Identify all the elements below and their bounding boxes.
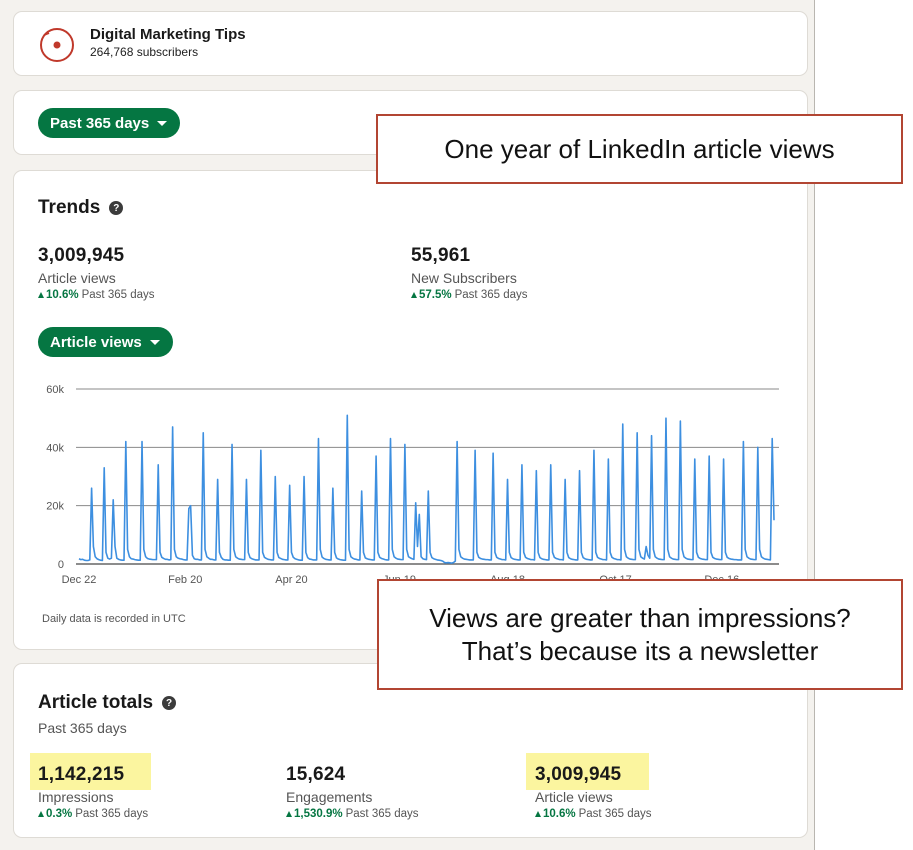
annotation-callout-bottom: Views are greater than impressions? That…: [377, 579, 903, 690]
change-up: 57.5%: [411, 289, 452, 301]
callout-text: Views are greater than impressions? That…: [429, 602, 851, 667]
arrow-up-icon: [38, 292, 44, 298]
metric-selector-label: Article views: [50, 333, 142, 351]
y-tick-label: 0: [58, 559, 64, 571]
x-tick-label: Apr 20: [275, 574, 307, 586]
metric-value: 3,009,945: [535, 764, 622, 785]
metric-selector-dropdown[interactable]: Article views: [38, 327, 173, 357]
arrow-up-icon: [286, 811, 292, 817]
engagements-metric: 15,624 Engagements 1,530.9% Past 365 day…: [286, 764, 419, 820]
metric-change: 0.3% Past 365 days: [38, 808, 148, 820]
trends-heading: Trends ?: [38, 197, 124, 219]
metric-change: 10.6% Past 365 days: [38, 289, 155, 301]
subscriber-count: 264,768 subscribers: [90, 45, 199, 59]
callout-line: Views are greater than impressions?: [429, 603, 851, 633]
highlight-impressions: [30, 753, 151, 790]
impressions-metric: 1,142,215 Impressions 0.3% Past 365 days: [38, 764, 148, 820]
callout-line: That’s because its a newsletter: [461, 635, 819, 666]
arrow-up-icon: [535, 811, 541, 817]
trends-card: Trends ? 3,009,945 Article views 10.6% P…: [13, 170, 808, 650]
arrow-up-icon: [38, 811, 44, 817]
x-tick-label: Dec 22: [62, 574, 97, 586]
totals-heading: Article totals ?: [38, 692, 177, 714]
metric-change: 1,530.9% Past 365 days: [286, 808, 419, 820]
newsletter-logo-icon: [40, 28, 74, 62]
date-range-label: Past 365 days: [50, 114, 150, 132]
change-up: 10.6%: [535, 808, 576, 820]
change-up: 10.6%: [38, 289, 79, 301]
metric-label: Article views: [38, 270, 116, 286]
new-subscribers-metric: 55,961 New Subscribers 57.5% Past 365 da…: [411, 245, 528, 301]
metric-label: New Subscribers: [411, 270, 517, 286]
date-range-dropdown[interactable]: Past 365 days: [38, 108, 181, 138]
metric-change: 10.6% Past 365 days: [535, 808, 652, 820]
y-tick-label: 60k: [46, 384, 64, 396]
newsletter-header-card: Digital Marketing Tips 264,768 subscribe…: [13, 11, 808, 76]
metric-value: 55,961: [411, 245, 471, 266]
help-icon[interactable]: ?: [162, 696, 177, 710]
metric-change: 57.5% Past 365 days: [411, 289, 528, 301]
change-up: 0.3%: [38, 808, 72, 820]
callout-text: One year of LinkedIn article views: [444, 133, 835, 164]
totals-title: Article totals: [38, 692, 154, 713]
metric-label: Engagements: [286, 789, 373, 805]
totals-subtitle: Past 365 days: [38, 720, 127, 736]
metric-label: Article views: [535, 789, 613, 805]
highlight-article-views: [526, 753, 649, 790]
change-period: Past 365 days: [345, 808, 419, 820]
metric-value: 15,624: [286, 764, 346, 785]
x-tick-label: Feb 20: [168, 574, 202, 586]
change-period: Past 365 days: [454, 289, 528, 301]
metric-label: Impressions: [38, 789, 114, 805]
metric-value: 3,009,945: [38, 245, 125, 266]
change-period: Past 365 days: [81, 289, 155, 301]
change-period: Past 365 days: [75, 808, 149, 820]
change-up: 1,530.9%: [286, 808, 343, 820]
article-totals-card: Article totals ? Past 365 days 1,142,215…: [13, 663, 808, 838]
caret-down-icon: [149, 339, 160, 345]
y-tick-label: 40k: [46, 442, 64, 454]
article-views-total-metric: 3,009,945 Article views 10.6% Past 365 d…: [535, 764, 652, 820]
y-tick-label: 20k: [46, 501, 64, 513]
help-icon[interactable]: ?: [109, 201, 124, 215]
utc-note: Daily data is recorded in UTC: [42, 613, 186, 625]
caret-down-icon: [157, 120, 168, 126]
trends-title: Trends: [38, 197, 101, 218]
article-views-metric: 3,009,945 Article views 10.6% Past 365 d…: [38, 245, 155, 301]
change-period: Past 365 days: [578, 808, 652, 820]
series-line: [78, 414, 775, 564]
metric-value: 1,142,215: [38, 764, 125, 785]
arrow-up-icon: [411, 292, 417, 298]
newsletter-title[interactable]: Digital Marketing Tips: [90, 26, 246, 43]
annotation-callout-top: One year of LinkedIn article views: [376, 114, 903, 184]
